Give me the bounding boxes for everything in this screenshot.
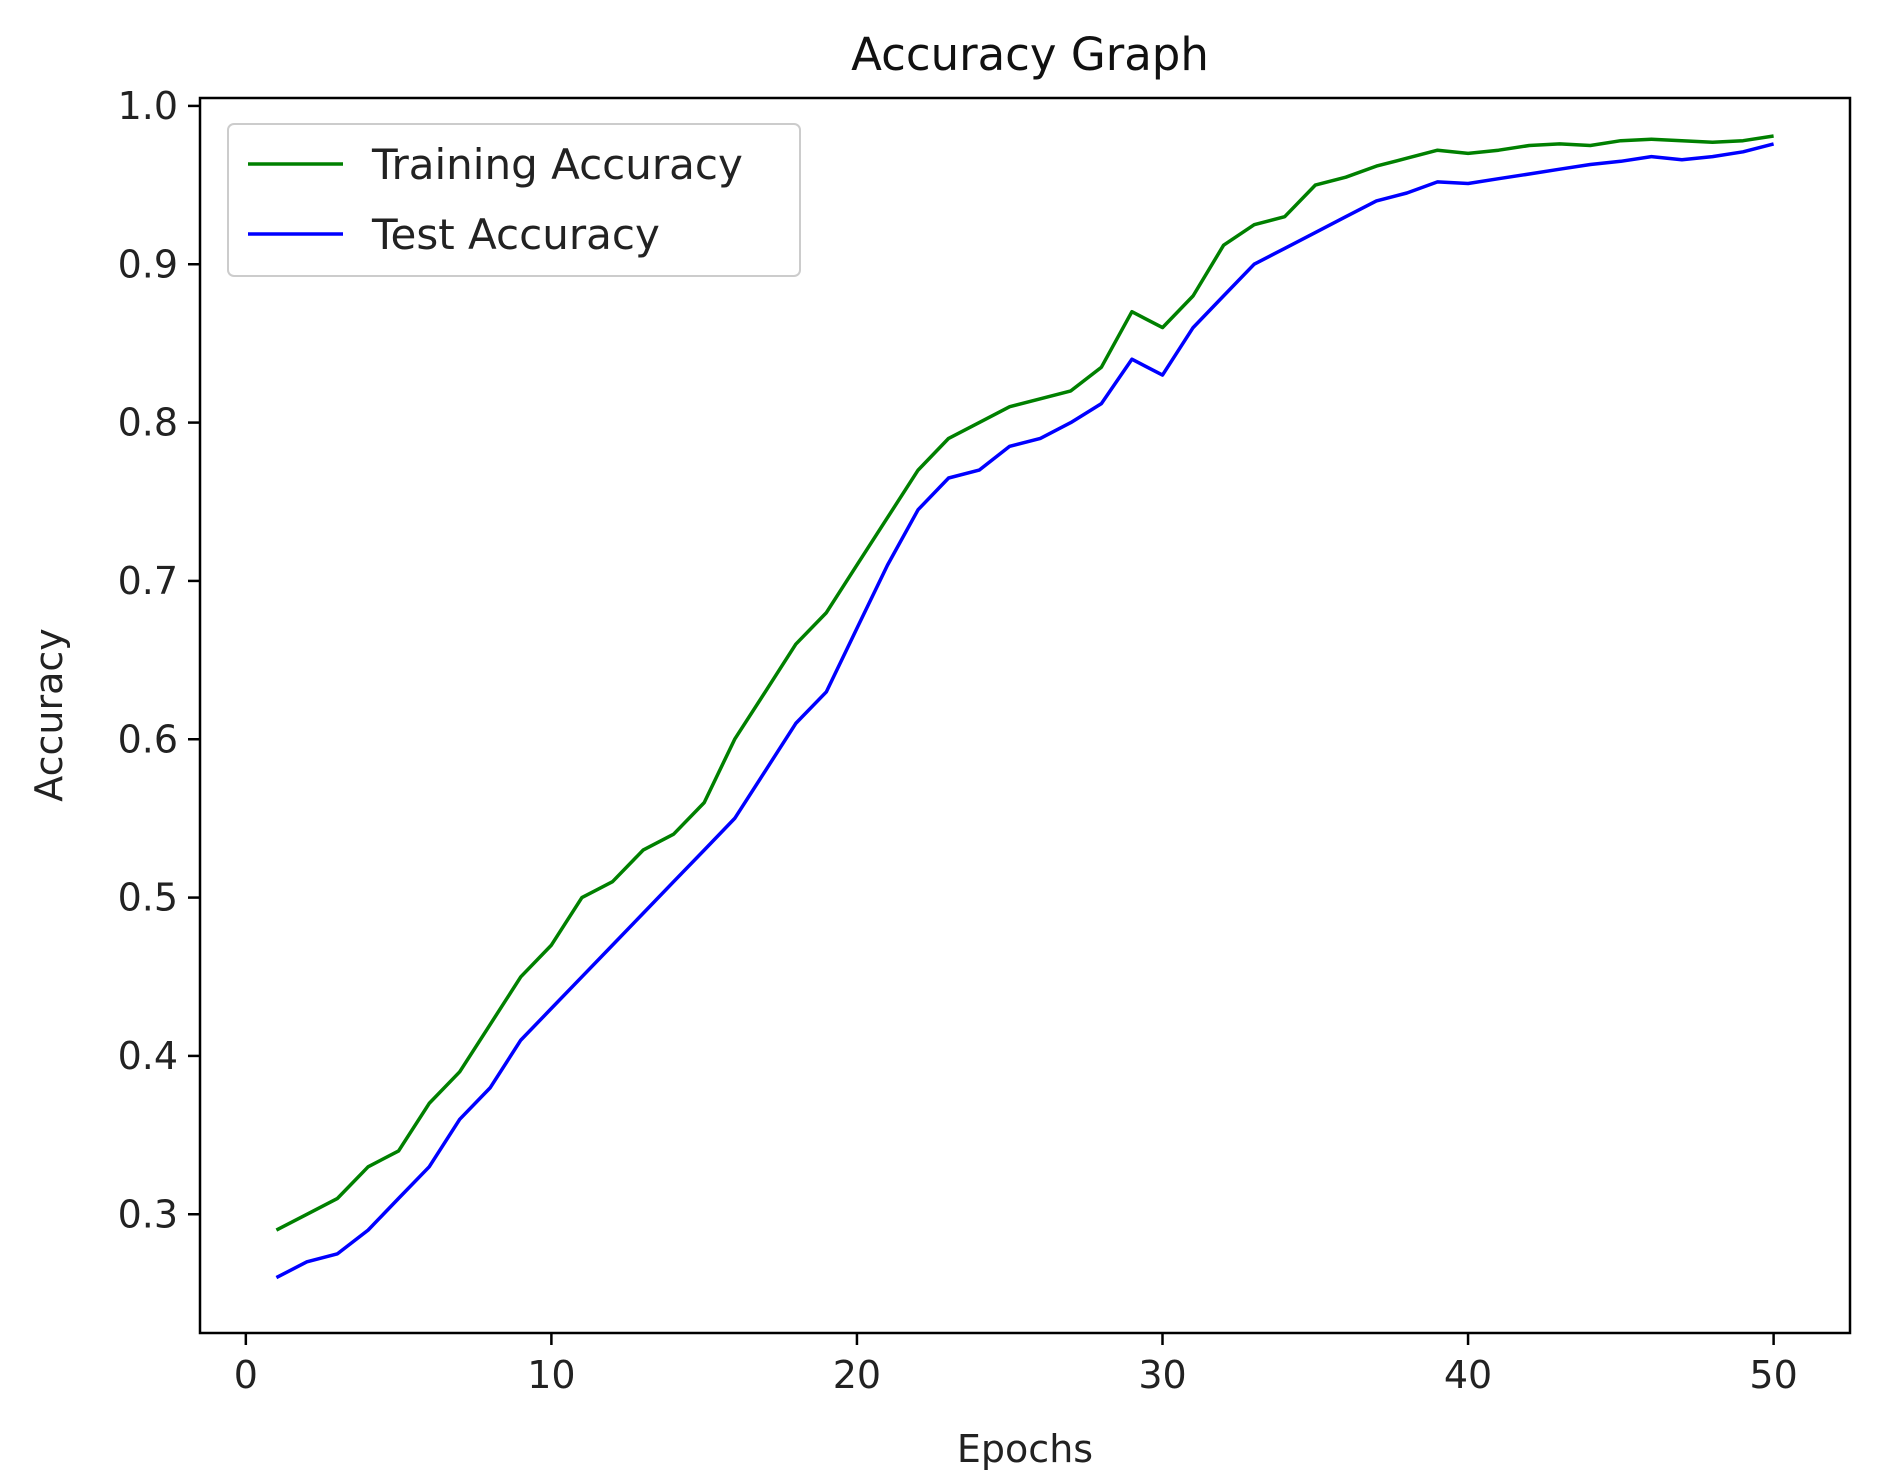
chart-title: Accuracy Graph	[851, 28, 1209, 81]
series-line-test-accuracy	[275, 142, 1775, 1280]
x-tick-label: 50	[1749, 1353, 1797, 1397]
y-tick-label: 0.5	[118, 876, 178, 920]
x-axis: 0 10 20 30 40 50	[234, 1333, 1798, 1397]
plot-frame	[198, 96, 1852, 1335]
y-tick-label: 0.8	[118, 401, 178, 445]
y-tick-label: 0.9	[118, 242, 178, 286]
x-tick-label: 20	[833, 1353, 881, 1397]
x-tick-label: 40	[1444, 1353, 1492, 1397]
series-lines	[275, 134, 1775, 1280]
y-axis: 0.3 0.4 0.5 0.6 0.7 0.8 0.9 1.0	[118, 84, 200, 1236]
y-tick-label: 0.3	[118, 1192, 178, 1236]
y-tick-label: 0.7	[118, 559, 178, 603]
x-tick-label: 0	[234, 1353, 258, 1397]
legend: Training Accuracy Test Accuracy	[227, 123, 801, 277]
y-tick-label: 0.4	[118, 1034, 178, 1078]
x-tick-label: 30	[1138, 1353, 1186, 1397]
y-tick-label: 1.0	[118, 84, 178, 128]
legend-box	[227, 123, 801, 277]
y-axis-label: Accuracy	[27, 628, 71, 802]
legend-label-training-accuracy: Training Accuracy	[371, 140, 743, 189]
legend-label-test-accuracy: Test Accuracy	[371, 210, 660, 259]
series-line-training-accuracy	[275, 134, 1774, 1232]
x-tick-label: 10	[527, 1353, 575, 1397]
y-tick-label: 0.6	[118, 717, 178, 761]
x-axis-label: Epochs	[957, 1427, 1093, 1471]
plot-area	[198, 96, 1852, 1335]
